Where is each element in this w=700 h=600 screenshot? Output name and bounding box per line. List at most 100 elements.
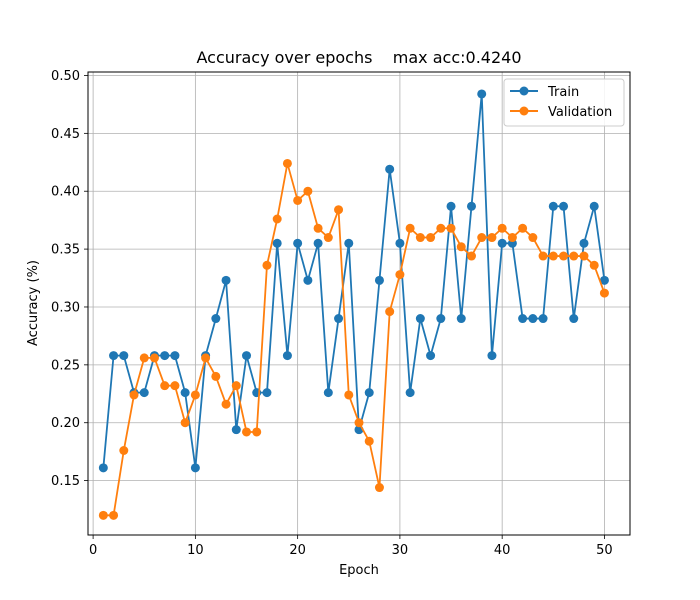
legend-label-validation: Validation [548,105,612,120]
y-tick-label: 0.35 [51,243,80,258]
validation-point [466,251,476,261]
train-point [538,314,548,324]
y-tick-label: 0.30 [51,300,80,315]
validation-point [334,205,344,215]
train-point [374,275,384,285]
validation-point [190,390,200,400]
validation-point [211,371,221,381]
train-point [415,314,425,324]
train-point [405,388,415,398]
series-layer [98,89,609,520]
y-axis-label: Accuracy (%) [26,260,41,346]
train-point [334,314,344,324]
legend-marker-train [519,86,529,96]
plot-frame [87,71,631,536]
validation-point [149,353,159,363]
legend: Train Validation [503,78,625,127]
validation-point [201,353,211,363]
train-point [98,463,108,473]
validation-point [518,223,528,233]
validation-point [415,233,425,243]
validation-point [569,251,579,261]
validation-point [579,251,589,261]
train-point [466,201,476,211]
train-point [282,351,292,361]
train-point [170,351,180,361]
train-point [497,238,507,248]
validation-point [344,390,354,400]
train-point [242,351,252,361]
train-point [323,388,333,398]
validation-point [374,483,384,493]
validation-point [242,427,252,437]
validation-point [599,288,609,298]
validation-point [109,510,119,520]
y-tick-label: 0.15 [51,474,80,489]
validation-point [364,436,374,446]
train-point [477,89,487,99]
validation-point [293,195,303,205]
train-point [426,351,436,361]
y-tick-label: 0.20 [51,416,80,431]
train-point [190,463,200,473]
validation-point [436,223,446,233]
x-tick-label: 50 [596,543,613,558]
validation-point [426,233,436,243]
validation-point [272,214,282,224]
train-point [487,351,497,361]
x-tick-label: 40 [494,543,511,558]
train-point [395,238,405,248]
train-point [518,314,528,324]
train-point [456,314,466,324]
train-point [528,314,538,324]
validation-point [252,427,262,437]
validation-point [559,251,569,261]
validation-point [313,223,323,233]
legend-label-train: Train [547,85,579,100]
validation-point [446,223,456,233]
train-point [559,201,569,211]
validation-point [323,233,333,243]
train-point [211,314,221,324]
validation-point [354,418,364,428]
train-point [579,238,589,248]
validation-point [231,381,241,391]
train-point [139,388,149,398]
train-point [446,201,456,211]
train-point [303,275,313,285]
y-tick-label: 0.40 [51,185,80,200]
validation-point [303,186,313,196]
validation-point [528,233,538,243]
train-point [436,314,446,324]
train-point [262,388,272,398]
validation-point [262,260,272,270]
x-tick-label: 20 [289,543,306,558]
train-series-line [102,93,606,469]
train-point [221,275,231,285]
train-point [569,314,579,324]
train-point [344,238,354,248]
y-tick-label: 0.50 [51,69,80,84]
legend-marker-validation [519,106,529,116]
train-point [293,238,303,248]
validation-point [507,233,517,243]
y-tick-label: 0.25 [51,358,80,373]
train-point [180,388,190,398]
validation-point [129,390,139,400]
y-tick-label: 0.45 [51,127,80,142]
train-point [119,351,129,361]
train-point [109,351,119,361]
validation-point [405,223,415,233]
chart-title: Accuracy over epochs max acc:0.4240 [196,48,521,67]
validation-point [170,381,180,391]
train-point [589,201,599,211]
validation-point [395,270,405,280]
validation-point [139,353,149,363]
train-point [548,201,558,211]
validation-point [456,242,466,252]
validation-point [589,260,599,270]
x-tick-label: 30 [392,543,409,558]
validation-point [548,251,558,261]
